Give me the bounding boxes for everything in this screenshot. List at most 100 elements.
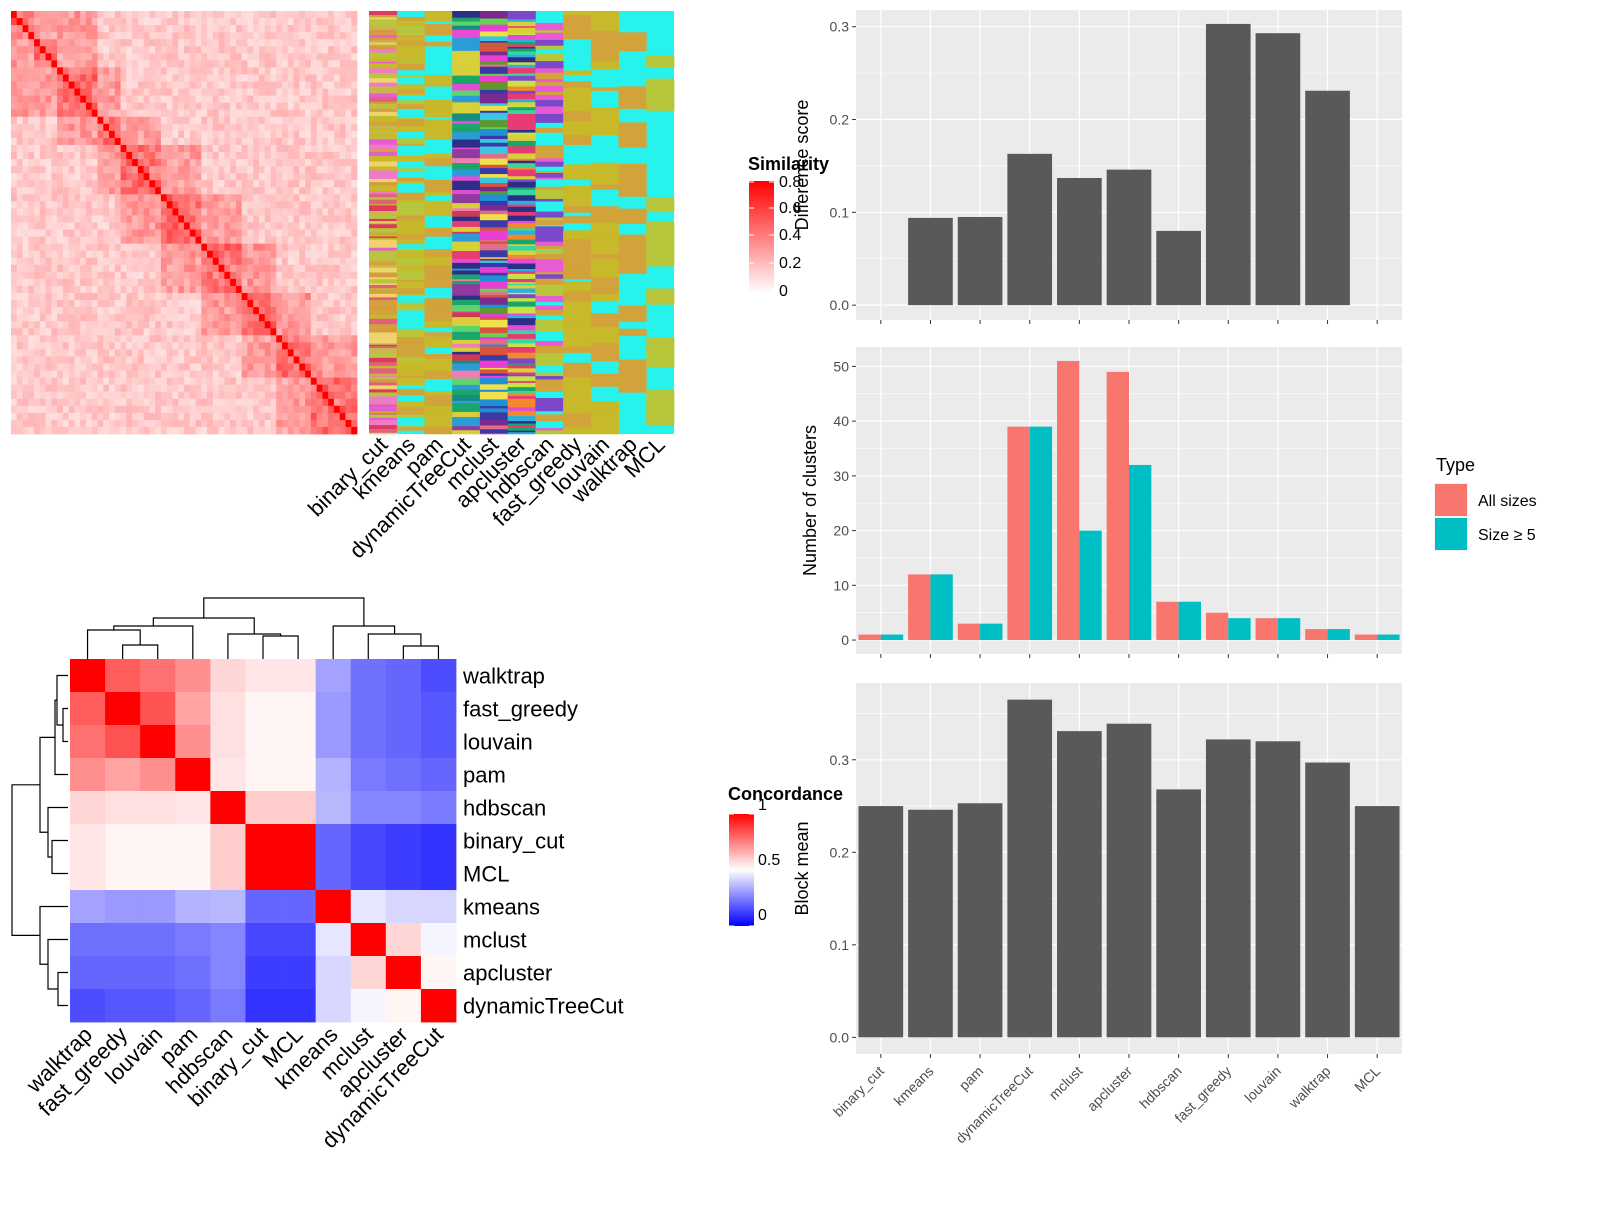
membership-cell (507, 80, 536, 83)
similarity-cell (85, 109, 93, 118)
similarity-cell (282, 180, 289, 188)
similarity-cell (224, 384, 231, 393)
membership-cell (507, 430, 536, 433)
similarity-cell (28, 18, 35, 26)
membership-cell (535, 99, 564, 107)
x-tick-label: MCL (1351, 1063, 1383, 1095)
similarity-cell (85, 32, 93, 40)
similarity-cell (333, 32, 341, 40)
similarity-cell (166, 173, 173, 181)
membership-cell (479, 373, 509, 376)
similarity-cell (45, 314, 52, 322)
similarity-cell (57, 25, 64, 33)
similarity-cell (85, 300, 93, 308)
similarity-cell (166, 88, 173, 96)
similarity-cell (143, 243, 150, 252)
membership-cell (479, 110, 509, 114)
similarity-cell (207, 81, 214, 89)
similarity-cell (230, 384, 237, 393)
similarity-cell (333, 166, 341, 174)
similarity-cell (45, 53, 52, 61)
similarity-cell (230, 46, 237, 54)
similarity-cell (160, 201, 168, 209)
similarity-cell (149, 293, 156, 301)
similarity-cell (91, 426, 98, 435)
column-dendrogram-branch (122, 644, 159, 659)
similarity-cell (80, 257, 87, 266)
similarity-cell (293, 377, 300, 386)
membership-cell (452, 147, 481, 150)
similarity-cell (51, 109, 58, 118)
similarity-cell (247, 356, 254, 364)
similarity-cell (149, 67, 156, 75)
similarity-cell (109, 264, 116, 273)
similarity-cell (172, 398, 179, 407)
similarity-cell (80, 328, 87, 336)
similarity-cell (166, 335, 173, 343)
similarity-cell (155, 53, 162, 61)
similarity-cell (339, 349, 346, 357)
similarity-cell (137, 257, 145, 266)
similarity-cell (85, 419, 93, 428)
similarity-cell (91, 201, 98, 209)
concordance-cell (280, 989, 317, 1023)
similarity-cell (172, 328, 179, 336)
similarity-cell (22, 314, 29, 322)
similarity-cell (241, 405, 248, 414)
similarity-cell (316, 11, 323, 19)
similarity-cell (230, 264, 237, 273)
similarity-cell (22, 257, 29, 266)
similarity-cell (97, 32, 104, 40)
similarity-cell (339, 419, 346, 428)
similarity-cell (132, 25, 139, 33)
similarity-cell (114, 201, 121, 209)
similarity-cell (212, 377, 219, 386)
similarity-cell (45, 419, 52, 428)
similarity-cell (328, 293, 335, 301)
similarity-cell (270, 321, 277, 329)
similarity-cell (339, 300, 346, 308)
similarity-cell (178, 95, 185, 104)
similarity-cell (316, 370, 323, 378)
similarity-cell (264, 419, 271, 428)
similarity-cell (212, 18, 219, 26)
similarity-cell (189, 208, 196, 216)
membership-cell (424, 265, 453, 276)
similarity-cell (230, 307, 237, 315)
similarity-cell (339, 342, 346, 350)
similarity-cell (103, 264, 110, 273)
similarity-cell (247, 102, 254, 111)
similarity-cell (276, 215, 283, 223)
similarity-cell (149, 222, 156, 230)
similarity-cell (230, 123, 237, 132)
membership-cell (424, 227, 453, 237)
similarity-cell (109, 293, 116, 301)
similarity-cell (201, 363, 208, 371)
similarity-cell (305, 264, 312, 273)
membership-cell (369, 232, 398, 235)
similarity-cell (218, 229, 225, 237)
similarity-cell (114, 300, 121, 308)
membership-cell (507, 27, 536, 34)
similarity-cell (91, 60, 98, 68)
similarity-cell (126, 222, 133, 230)
concordance-cell (140, 824, 176, 858)
membership-cell (563, 427, 592, 435)
similarity-cell (299, 229, 306, 237)
similarity-cell (195, 32, 202, 40)
similarity-cell (316, 208, 323, 216)
similarity-cell (51, 328, 58, 336)
similarity-cell (137, 363, 145, 371)
similarity-cell (109, 222, 116, 230)
similarity-cell (299, 264, 306, 273)
similarity-cell (126, 194, 133, 202)
similarity-cell (16, 398, 23, 407)
similarity-cell (114, 264, 121, 273)
similarity-cell (16, 123, 23, 132)
y-tick-label: 40 (833, 413, 849, 429)
membership-cell (424, 313, 453, 322)
similarity-cell (201, 391, 208, 400)
similarity-cell (264, 123, 271, 132)
similarity-cell (247, 187, 254, 195)
similarity-cell (91, 236, 98, 245)
